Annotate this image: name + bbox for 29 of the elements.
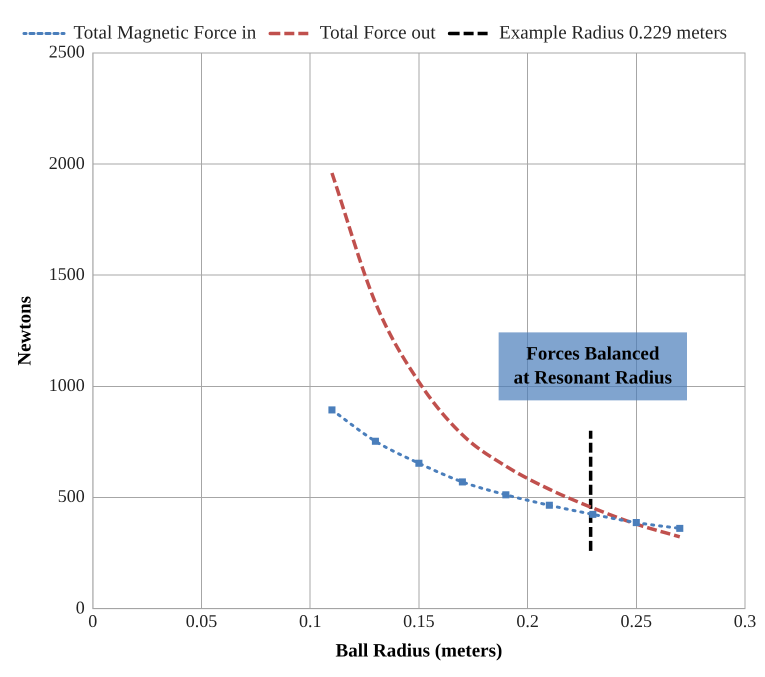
legend-label: Total Force out bbox=[320, 22, 436, 44]
point bbox=[415, 460, 422, 467]
y-tick-label: 0 bbox=[76, 597, 85, 618]
x-tick-label: 0.05 bbox=[186, 611, 218, 632]
legend-label: Total Magnetic Force in bbox=[74, 22, 257, 44]
annotation: Forces Balanced at Resonant Radius bbox=[514, 343, 672, 388]
x-tick-label: 0.15 bbox=[403, 611, 435, 632]
point bbox=[372, 438, 379, 445]
y-tick-label: 1500 bbox=[48, 264, 85, 284]
point bbox=[676, 524, 684, 532]
x-tick-label: 0.2 bbox=[516, 611, 539, 632]
x-tick-label: 0.3 bbox=[734, 611, 756, 632]
line-series bbox=[330, 171, 682, 539]
y-axis-title: Newtons bbox=[14, 296, 36, 366]
point bbox=[589, 510, 596, 518]
x-tick-label: 0 bbox=[88, 611, 98, 632]
y-tick-label: 2000 bbox=[48, 152, 85, 173]
legend-label: Example Radius 0.229 meters bbox=[499, 22, 728, 44]
point bbox=[546, 502, 553, 509]
point bbox=[632, 519, 640, 526]
y-tick-label: 2500 bbox=[48, 42, 85, 62]
y-tick-label: 1000 bbox=[48, 375, 85, 396]
point bbox=[502, 491, 510, 498]
x-tick-label: 0.1 bbox=[298, 611, 322, 632]
y-tick-label: 500 bbox=[58, 486, 85, 506]
point bbox=[328, 406, 336, 414]
x-axis-title: Ball Radius (meters) bbox=[336, 640, 502, 662]
x-tick-label: 0.25 bbox=[620, 611, 652, 632]
point bbox=[458, 478, 466, 486]
